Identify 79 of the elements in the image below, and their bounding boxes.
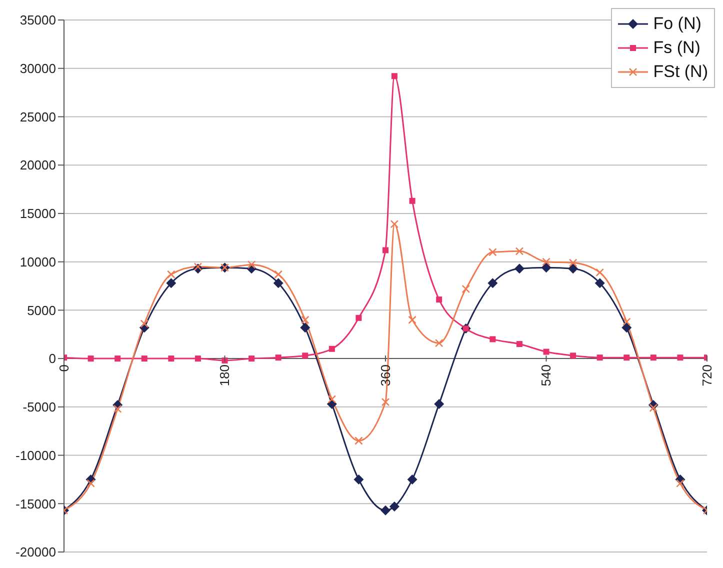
x-tick-label: 180 (217, 364, 232, 386)
point (649, 404, 658, 412)
point (390, 220, 399, 228)
point (328, 395, 336, 404)
x-tick-label: 0 (56, 364, 72, 372)
point (166, 278, 176, 288)
point (622, 322, 632, 333)
x-tick-label: 540 (538, 364, 554, 386)
point (650, 354, 656, 361)
y-tick-label: 35000 (20, 12, 56, 28)
x-tick-label: 720 (700, 364, 714, 386)
point (356, 314, 362, 321)
point (273, 278, 284, 288)
point (407, 474, 418, 484)
point (113, 404, 122, 413)
point (328, 346, 335, 352)
point (409, 198, 416, 204)
point (86, 479, 95, 488)
x-tick-label: 360 (378, 364, 393, 386)
point (543, 348, 550, 355)
point (488, 248, 497, 256)
point (515, 247, 524, 256)
point (677, 354, 684, 361)
y-tick-label: 30000 (20, 60, 56, 76)
point (300, 322, 310, 333)
point (168, 356, 174, 362)
y-tick-label: -10000 (16, 448, 56, 463)
point (568, 258, 578, 267)
point (596, 354, 603, 361)
point (380, 505, 390, 516)
point (596, 268, 604, 277)
point (570, 352, 576, 359)
point (354, 436, 363, 445)
point (408, 316, 416, 324)
y-tick-label: -5000 (22, 400, 56, 415)
point (436, 296, 442, 303)
point (275, 354, 282, 361)
y-tick-label: 25000 (20, 109, 56, 124)
point (541, 262, 552, 273)
point (622, 318, 631, 326)
point (274, 270, 282, 279)
point (389, 502, 400, 512)
point (594, 278, 605, 288)
point (434, 399, 444, 410)
point (300, 316, 310, 324)
point (248, 356, 255, 362)
point (88, 356, 94, 362)
point (194, 262, 202, 271)
y-tick-label: 20000 (20, 158, 56, 173)
point (140, 320, 149, 328)
point (516, 341, 522, 348)
y-tick-label: -20000 (16, 544, 56, 560)
y-tick-label: 10000 (20, 254, 56, 270)
point (462, 284, 470, 294)
y-tick-label: 15000 (20, 206, 56, 222)
point (114, 356, 121, 362)
point (488, 278, 498, 288)
point (391, 73, 398, 80)
point (434, 338, 444, 348)
y-tick-label: -15000 (16, 496, 56, 512)
point (514, 264, 524, 274)
point (381, 398, 390, 406)
point (624, 354, 630, 361)
point (141, 356, 148, 362)
legend-label: Fs (N) (653, 37, 700, 59)
point (167, 270, 176, 279)
point (542, 258, 550, 266)
point (490, 336, 496, 342)
point (302, 352, 308, 359)
y-tick-label: 5000 (27, 302, 56, 318)
point (194, 356, 201, 362)
y-tick-label: 0 (48, 351, 56, 366)
legend-label: FSt (N) (653, 61, 708, 83)
point (568, 264, 578, 274)
legend-label: Fo (N) (653, 13, 702, 35)
point (247, 260, 256, 269)
point (354, 474, 364, 484)
point (382, 247, 388, 254)
point (676, 479, 684, 488)
